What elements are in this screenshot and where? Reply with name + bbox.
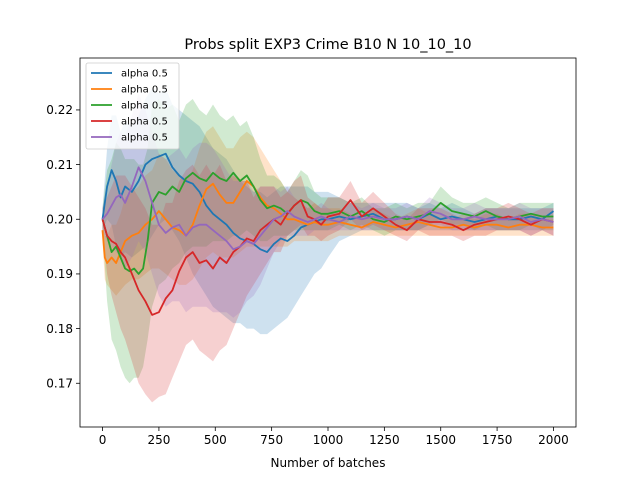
legend-label-2: alpha 0.5 [121,85,168,96]
series-line-3 [101,171,554,275]
confidence-band-2 [102,126,554,296]
legend-label-3: alpha 0.5 [121,101,168,112]
x-tick-label: 750 [260,433,283,447]
legend-box [85,62,180,150]
y-tick-label: 0.17 [46,377,73,391]
x-tick-label: 1500 [425,433,456,447]
y-tick-label: 0.18 [46,322,73,336]
x-tick-label: 1000 [313,433,344,447]
y-tick-label: 0.20 [46,213,73,227]
confidence-band-4 [102,164,554,403]
series-lines [101,152,555,316]
x-tick-label: 2000 [538,433,569,447]
confidence-band-1 [102,88,554,335]
series-line-1 [101,152,555,253]
series-line-4 [101,199,554,316]
y-tick-label: 0.19 [46,267,73,281]
x-tick-label: 0 [99,433,107,447]
legend-label-1: alpha 0.5 [121,69,168,80]
series-line-5 [101,166,554,251]
confidence-band-5 [102,93,554,318]
y-axis-ticks: 0.17 0.18 0.19 0.20 0.21 0.22 [46,103,80,391]
y-tick-label: 0.21 [46,158,73,172]
x-tick-label: 1250 [369,433,400,447]
series-line-2 [101,180,554,264]
y-tick-label: 0.22 [46,103,73,117]
x-tick-label: 500 [204,433,227,447]
x-tick-label: 250 [147,433,170,447]
chart-title: Probs split EXP3 Crime B10 N 10_10_10 [184,37,471,53]
x-tick-label: 1750 [482,433,513,447]
confidence-bands [102,88,554,403]
legend: alpha 0.5 alpha 0.5 alpha 0.5 alpha 0.5 alph… [85,62,180,150]
confidence-band-3 [102,99,554,384]
legend-label-5: alpha 0.5 [121,133,168,144]
x-axis-ticks: 0 250 500 750 1000 1250 1500 1750 2000 [99,427,569,447]
legend-label-4: alpha 0.5 [121,117,168,128]
x-axis-label: Number of batches [271,456,386,470]
